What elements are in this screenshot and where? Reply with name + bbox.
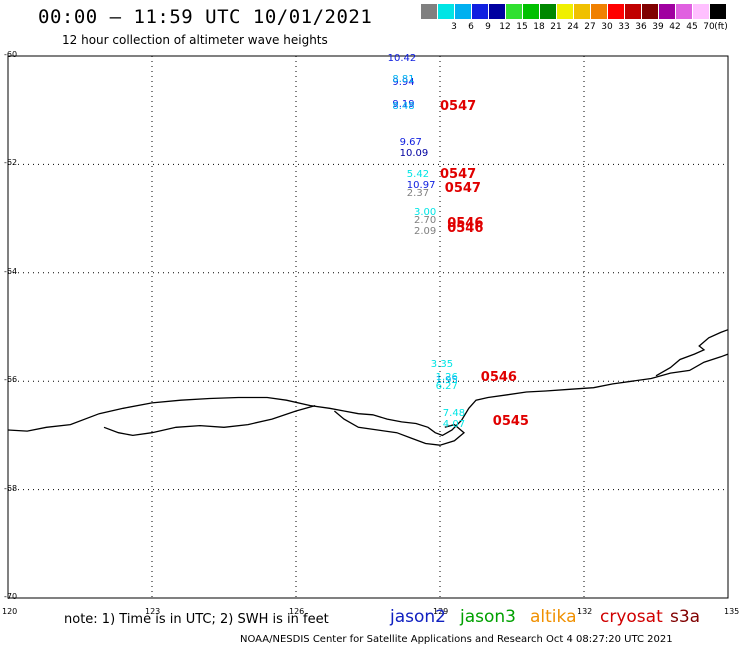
- colorbar-label: 36: [635, 22, 647, 32]
- colorbar-swatch: [659, 4, 675, 19]
- latitude-label: -64: [4, 266, 18, 276]
- colorbar-swatch: [676, 4, 692, 19]
- colorbar-label: 33: [618, 22, 630, 32]
- colorbar-swatch: [540, 4, 556, 19]
- colorbar-swatch: [608, 4, 624, 19]
- colorbar-swatch: [591, 4, 607, 19]
- colorbar-swatch: [455, 4, 471, 19]
- pass-time-label: 0545: [492, 413, 529, 429]
- wave-height-value: 4.07: [442, 418, 466, 430]
- note-text: note: 1) Time is in UTC; 2) SWH is in fe…: [64, 612, 329, 627]
- colorbar-swatch: [489, 4, 505, 19]
- pass-time-label: 0546: [447, 216, 484, 232]
- colorbar-label: 39: [652, 22, 664, 32]
- colorbar-label: 24: [567, 22, 579, 32]
- colorbar-swatch: [438, 4, 454, 19]
- latitude-label: -66: [4, 375, 18, 385]
- pass-time-label: 0546: [480, 370, 517, 386]
- wave-height-value: 6.27: [435, 380, 458, 392]
- wave-height-value: 9.94: [392, 77, 415, 89]
- colorbar-label: 27: [584, 22, 596, 32]
- wave-height-value: 10.42: [387, 52, 417, 64]
- pass-time-label: 0547: [440, 167, 477, 183]
- satellite-legend-altika: altika: [530, 607, 577, 627]
- colorbar-label: 70: [703, 22, 715, 32]
- map-subtitle: 12 hour collection of altimeter wave hei…: [62, 33, 328, 47]
- wave-height-value: 9.67: [399, 136, 422, 148]
- coastline: [103, 404, 316, 437]
- latitude-label: -60: [4, 50, 18, 59]
- longitude-label: 126: [289, 607, 305, 616]
- colorbar-swatch: [421, 4, 437, 19]
- wave-height-value: 7.48: [442, 407, 466, 419]
- wave-height-value: 2.37: [406, 188, 430, 200]
- colorbar-label: 9: [485, 22, 491, 32]
- colorbar-swatch: [472, 4, 488, 19]
- pass-time-label: 0547: [444, 180, 481, 196]
- wave-height-value: 1.95: [435, 375, 458, 387]
- colorbar-label: 42: [669, 22, 681, 32]
- wave-height-value: 8.48: [392, 101, 415, 113]
- map-frame: [7, 55, 729, 599]
- longitude-label: 129: [433, 607, 449, 616]
- colorbar-label: 18: [533, 22, 545, 32]
- coastline: [655, 329, 729, 377]
- satellite-legend-jason3: jason3: [460, 607, 516, 627]
- wave-height-value: 5.42: [406, 169, 430, 181]
- wave-height-value: 10.97: [406, 180, 436, 192]
- satellite-legend-jason2: jason2: [390, 607, 446, 627]
- coastline: [333, 410, 466, 446]
- colorbar-swatch: [625, 4, 641, 19]
- colorbar-swatch: [506, 4, 522, 19]
- colorbar-swatch: [557, 4, 573, 19]
- colorbar-swatch: [710, 4, 726, 19]
- wave-height-value: 3.00: [414, 207, 437, 219]
- wave-height-value: 3.35: [430, 358, 454, 370]
- credit-line: NOAA/NESDIS Center for Satellite Applica…: [240, 634, 673, 645]
- colorbar-swatch: [693, 4, 709, 19]
- wave-height-value: 2.09: [414, 226, 437, 238]
- pass-time-label: 0547: [440, 99, 477, 115]
- latitude-label: -70: [4, 592, 18, 601]
- colorbar-label: 21: [550, 22, 562, 32]
- colorbar-swatch: [574, 4, 590, 19]
- colorbar-swatch: [523, 4, 539, 19]
- colorbar-label: 30: [601, 22, 613, 32]
- coastline: [7, 353, 729, 437]
- pass-time-label: 0546: [447, 221, 484, 237]
- colorbar-label: 15: [516, 22, 528, 32]
- latitude-label: -62: [4, 158, 18, 168]
- longitude-label: 120: [2, 607, 18, 616]
- map-title: 00:00 — 11:59 UTC 10/01/2021: [38, 6, 373, 28]
- satellite-legend-s3a: s3a: [670, 607, 701, 627]
- wave-height-value: 8.81: [392, 74, 415, 86]
- longitude-label: 135: [724, 607, 740, 616]
- longitude-label: 123: [145, 607, 161, 616]
- colorbar-label: 6: [468, 22, 474, 32]
- colorbar-label: 45: [686, 22, 698, 32]
- colorbar-unit: (ft): [714, 22, 728, 32]
- colorbar-label: 3: [451, 22, 457, 32]
- longitude-label: 132: [577, 607, 593, 616]
- colorbar-label: 12: [499, 22, 511, 32]
- wave-height-value: 10.09: [399, 147, 429, 159]
- latitude-label: -68: [4, 483, 18, 493]
- satellite-legend-cryosat: cryosat: [600, 607, 663, 627]
- colorbar-swatch: [642, 4, 658, 19]
- wave-height-value: 2.70: [414, 215, 437, 227]
- wave-height-value: 9.19: [392, 98, 415, 110]
- wave-height-value: 1.26: [435, 372, 458, 384]
